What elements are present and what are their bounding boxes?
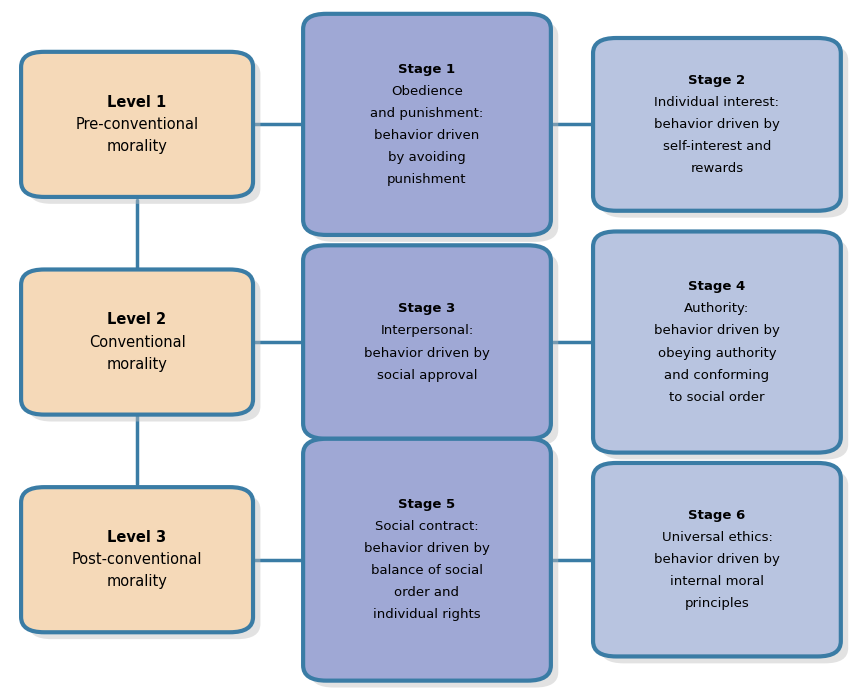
Text: Post-conventional: Post-conventional [72, 552, 202, 567]
Text: behavior driven by: behavior driven by [653, 118, 779, 131]
FancyBboxPatch shape [21, 269, 252, 415]
FancyBboxPatch shape [310, 446, 558, 688]
Text: individual rights: individual rights [373, 609, 480, 621]
Text: Stage 6: Stage 6 [688, 509, 745, 522]
FancyBboxPatch shape [303, 245, 550, 439]
FancyBboxPatch shape [303, 14, 550, 235]
Text: Universal ethics:: Universal ethics: [661, 531, 771, 544]
Text: by avoiding: by avoiding [387, 151, 466, 164]
Text: principles: principles [684, 598, 748, 610]
Text: punishment: punishment [386, 173, 467, 186]
Text: and punishment:: and punishment: [370, 107, 483, 120]
Text: social approval: social approval [376, 369, 477, 381]
Text: Authority:: Authority: [683, 303, 749, 315]
Text: Stage 5: Stage 5 [398, 498, 455, 511]
Text: internal moral: internal moral [669, 576, 763, 588]
Text: rewards: rewards [689, 162, 743, 175]
FancyBboxPatch shape [592, 231, 840, 453]
Text: Stage 4: Stage 4 [688, 281, 745, 293]
Text: to social order: to social order [669, 391, 763, 404]
Text: morality: morality [107, 139, 167, 154]
Text: Level 1: Level 1 [107, 95, 166, 110]
Text: behavior driven: behavior driven [374, 129, 479, 142]
Text: Level 2: Level 2 [107, 312, 166, 328]
Text: morality: morality [107, 574, 167, 589]
Text: morality: morality [107, 357, 167, 372]
Text: obeying authority: obeying authority [657, 347, 775, 359]
FancyBboxPatch shape [592, 463, 840, 656]
FancyBboxPatch shape [21, 52, 252, 197]
Text: Stage 1: Stage 1 [398, 63, 455, 75]
Text: Pre-conventional: Pre-conventional [75, 117, 199, 132]
Text: Interpersonal:: Interpersonal: [380, 325, 473, 337]
Text: behavior driven by: behavior driven by [653, 325, 779, 337]
Text: Stage 2: Stage 2 [688, 74, 745, 86]
FancyBboxPatch shape [28, 494, 260, 639]
FancyBboxPatch shape [310, 252, 558, 446]
Text: Individual interest:: Individual interest: [653, 96, 779, 108]
FancyBboxPatch shape [600, 238, 847, 460]
FancyBboxPatch shape [303, 439, 550, 681]
FancyBboxPatch shape [600, 45, 847, 218]
Text: behavior driven by: behavior driven by [363, 347, 490, 359]
Text: self-interest and: self-interest and [662, 140, 770, 153]
FancyBboxPatch shape [28, 59, 260, 204]
Text: and conforming: and conforming [664, 369, 769, 381]
Text: order and: order and [394, 587, 459, 599]
Text: Conventional: Conventional [89, 334, 185, 350]
Text: Stage 3: Stage 3 [397, 303, 456, 315]
Text: behavior driven by: behavior driven by [363, 542, 490, 555]
Text: balance of social: balance of social [370, 565, 483, 577]
FancyBboxPatch shape [21, 487, 252, 632]
FancyBboxPatch shape [600, 470, 847, 663]
Text: behavior driven by: behavior driven by [653, 553, 779, 566]
FancyBboxPatch shape [28, 276, 260, 422]
FancyBboxPatch shape [592, 38, 840, 211]
Text: Level 3: Level 3 [107, 530, 166, 545]
FancyBboxPatch shape [310, 21, 558, 242]
Text: Obedience: Obedience [391, 85, 462, 97]
Text: Social contract:: Social contract: [374, 520, 479, 533]
